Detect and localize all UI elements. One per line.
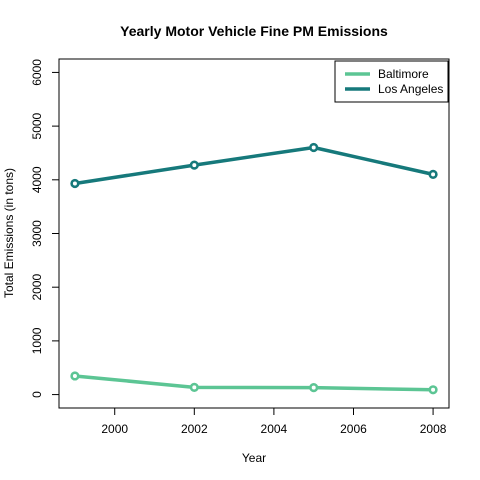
data-point-los-angeles	[70, 178, 80, 189]
series-line-los-angeles	[73, 145, 435, 186]
data-point-baltimore	[428, 385, 438, 395]
y-tick-label: 6000	[30, 59, 44, 86]
x-axis-label: Year	[242, 451, 266, 465]
legend-label-los-angeles: Los Angeles	[378, 82, 443, 96]
x-tick-label: 2002	[181, 422, 208, 436]
x-tick-label: 2008	[420, 422, 447, 436]
plot-frame	[58, 58, 450, 409]
x-tick-label: 2006	[340, 422, 367, 436]
chart-title: Yearly Motor Vehicle Fine PM Emissions	[120, 23, 388, 39]
x-tick-label: 2004	[261, 422, 288, 436]
x-axis: 2000 2002 2004 2006 2008	[101, 408, 447, 436]
y-tick-label: 1000	[30, 327, 44, 354]
y-tick-label: 2000	[30, 274, 44, 301]
y-tick-label: 0	[30, 391, 44, 398]
legend-box	[334, 60, 449, 103]
series-line-baltimore	[73, 374, 435, 392]
data-point-baltimore	[70, 371, 80, 381]
y-tick-label: 5000	[30, 112, 44, 139]
y-axis-label: Total Emissions (in tons)	[2, 168, 16, 298]
data-point-los-angeles	[428, 169, 438, 179]
legend-label-baltimore: Baltimore	[378, 67, 429, 81]
y-tick-label: 3000	[30, 220, 44, 247]
x-tick-label: 2000	[101, 422, 128, 436]
data-point-baltimore	[189, 382, 199, 392]
data-point-los-angeles	[189, 160, 199, 170]
y-axis: 0 1000 2000 3000 4000 5000 6000	[30, 59, 59, 398]
series-layer	[70, 142, 438, 395]
data-point-baltimore	[309, 382, 319, 393]
y-tick-label: 4000	[30, 166, 44, 193]
data-point-los-angeles	[309, 142, 319, 153]
